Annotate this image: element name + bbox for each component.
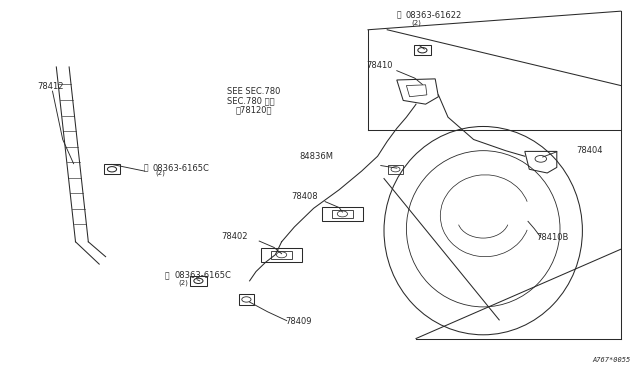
Text: 78410: 78410	[366, 61, 392, 70]
Text: Ⓢ: Ⓢ	[397, 11, 401, 20]
Text: 08363-6165C: 08363-6165C	[174, 271, 231, 280]
Text: (2): (2)	[411, 20, 420, 26]
Text: 78404: 78404	[576, 145, 602, 154]
Text: （78120）: （78120）	[236, 106, 272, 115]
Text: SEE SEC.780: SEE SEC.780	[227, 87, 280, 96]
Text: Ⓢ: Ⓢ	[144, 164, 148, 173]
Text: 78412: 78412	[37, 81, 63, 90]
Text: 78408: 78408	[291, 192, 318, 201]
Text: 78409: 78409	[285, 317, 311, 326]
Text: Ⓢ: Ⓢ	[165, 271, 170, 280]
Text: A767*0055: A767*0055	[592, 357, 630, 363]
Text: SEC.780 監説: SEC.780 監説	[227, 96, 275, 105]
Text: 78410B: 78410B	[536, 233, 569, 242]
Text: 08363-61622: 08363-61622	[405, 11, 461, 20]
Text: 84836M: 84836M	[300, 152, 333, 161]
Text: 08363-6165C: 08363-6165C	[152, 164, 209, 173]
Text: (2): (2)	[178, 280, 188, 286]
Text: (2): (2)	[156, 170, 165, 176]
Text: 78402: 78402	[221, 232, 247, 241]
